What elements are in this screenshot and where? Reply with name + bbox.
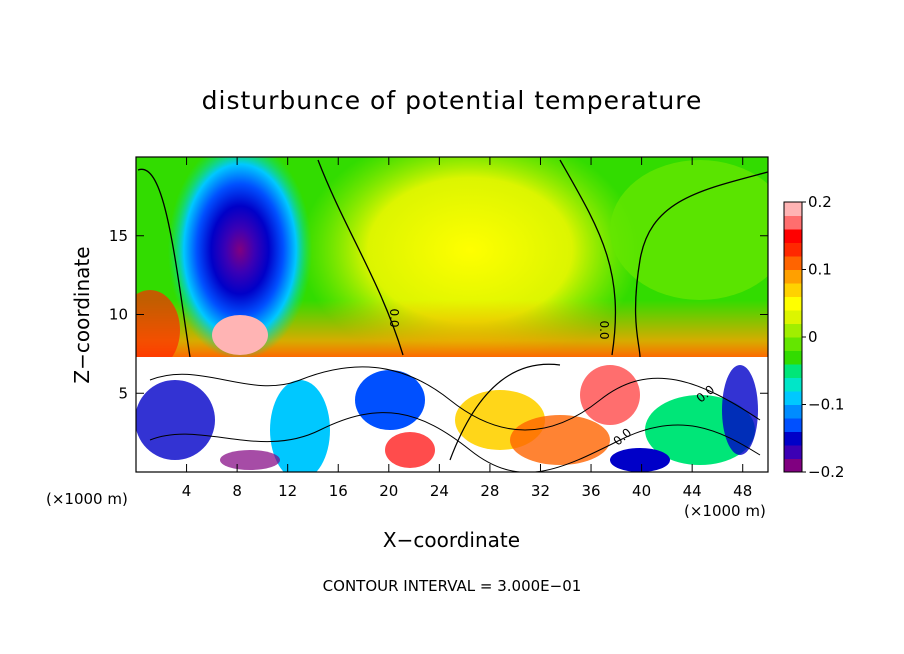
colorbar-tick-label: 0.1 [808, 261, 832, 279]
x-tick-label: 44 [683, 482, 702, 500]
x-axis: 4 8 12 16 20 24 28 32 36 40 44 48 [182, 157, 752, 500]
x-tick-label: 20 [379, 482, 398, 500]
colorbar-swatch [784, 256, 802, 270]
chart-title: disturbunce of potential temperature [201, 86, 703, 115]
colorbar-tick-label: −0.1 [808, 396, 844, 414]
colorbar-swatch [784, 269, 802, 284]
x-tick-label: 28 [480, 482, 499, 500]
colorbar-swatch [784, 337, 802, 351]
y-tick-label: 5 [118, 384, 128, 402]
colorbar-swatch [784, 391, 802, 405]
colorbar-swatch [784, 377, 802, 392]
colorbar-swatch [784, 283, 802, 297]
upper-field [136, 157, 768, 370]
x-unit-label-right: (×1000 m) [684, 502, 766, 520]
y-tick-label: 15 [109, 227, 128, 245]
x-tick-label: 4 [182, 482, 192, 500]
colorbar-tick-label: −0.2 [808, 463, 844, 481]
colorbar-swatch [784, 215, 802, 230]
x-tick-label: 36 [581, 482, 600, 500]
colorbar-swatch [784, 445, 802, 459]
x-tick-label: 48 [733, 482, 752, 500]
x-tick-label: 40 [632, 482, 651, 500]
colorbar-swatch [784, 229, 802, 243]
x-tick-label: 12 [278, 482, 297, 500]
x-unit-label-left: (×1000 m) [46, 490, 128, 508]
x-tick-label: 16 [329, 482, 348, 500]
contour-interval-note: CONTOUR INTERVAL = 3.000E−01 [322, 577, 582, 595]
colorbar-swatch [784, 202, 802, 216]
colorbar-swatch [784, 364, 802, 378]
colorbar: 0.2 0.1 0 −0.1 −0.2 [783, 193, 844, 481]
colorbar-swatch [784, 296, 802, 311]
colorbar-swatch [784, 350, 802, 365]
lower-field [136, 357, 768, 472]
colorbar-swatch [784, 242, 802, 257]
colorbar-swatch [784, 323, 802, 338]
colorbar-swatch [784, 310, 802, 324]
colorbar-swatch [784, 431, 802, 446]
x-tick-label: 32 [531, 482, 550, 500]
colorbar-swatch [784, 418, 802, 432]
contour-label: 0.0 [387, 308, 401, 327]
colorbar-swatch [784, 404, 802, 419]
y-tick-label: 10 [109, 306, 128, 324]
contour-label: 0.0 [597, 320, 611, 339]
x-axis-label: X−coordinate [382, 528, 521, 552]
x-tick-label: 24 [430, 482, 449, 500]
colorbar-tick-label: 0 [808, 328, 818, 346]
colorbar-tick-label: 0.2 [808, 193, 832, 211]
colorbar-swatch [784, 458, 802, 473]
y-axis: 5 10 15 [109, 227, 768, 402]
x-tick-label: 8 [232, 482, 242, 500]
